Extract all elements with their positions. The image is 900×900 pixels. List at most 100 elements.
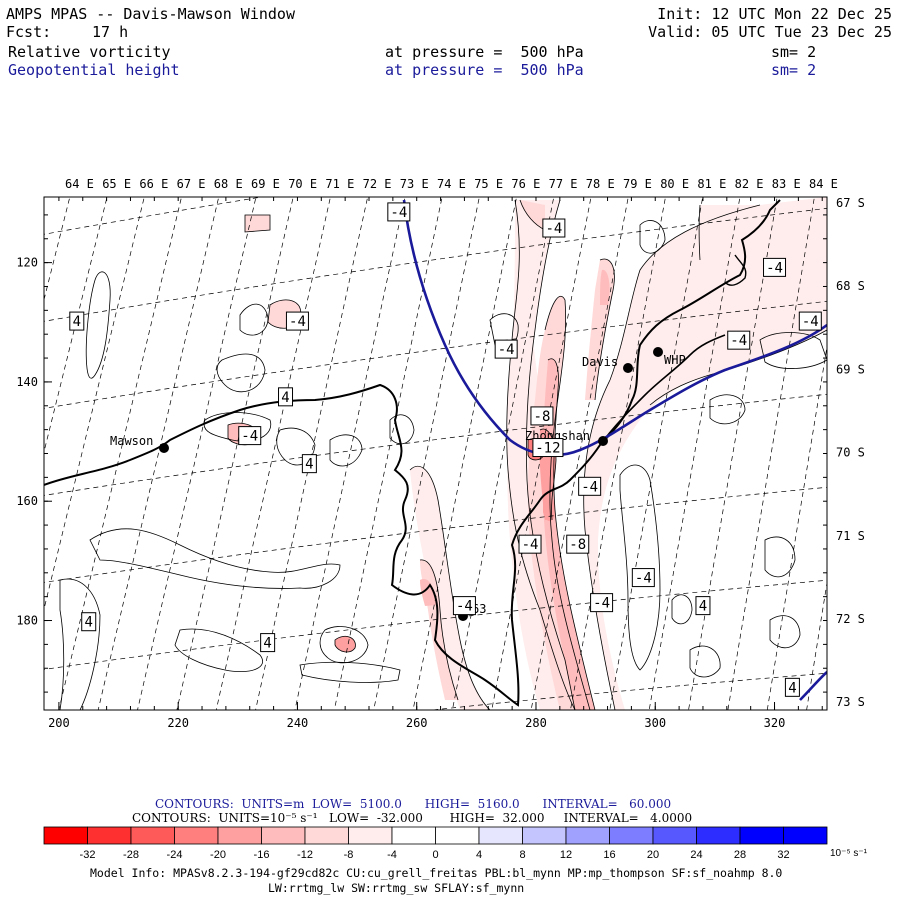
svg-text:-4: -4 [802, 314, 819, 330]
x-tick-label: 320 [764, 716, 786, 730]
svg-text:4: 4 [788, 680, 796, 696]
colorbar-label: 12 [560, 849, 572, 861]
contour-label: -8 [530, 406, 554, 426]
contour-label: -4 [763, 257, 787, 277]
colorbar-swatch [217, 826, 262, 845]
colorbar-swatch [43, 826, 88, 845]
geopotential-contour [402, 199, 827, 457]
svg-text:4: 4 [263, 636, 271, 652]
colorbar-swatch [391, 826, 436, 845]
colorbar-label: 20 [647, 849, 659, 861]
colorbar-swatch [261, 826, 306, 845]
longitude-labels: 64 E 65 E 66 E 67 E 68 E 69 E 70 E 71 E 72 E 73 E… [65, 177, 838, 191]
x-tick-label: 200 [48, 716, 70, 730]
x-tick-label: 280 [525, 716, 547, 730]
contour-label: -4 [518, 534, 542, 554]
svg-text:-8: -8 [569, 537, 586, 553]
lon-label: 83 E [772, 177, 801, 191]
svg-text:-4: -4 [289, 314, 306, 330]
contour-label: -4 [631, 568, 655, 588]
contour-label: -4 [727, 330, 751, 350]
x-tick-label: 240 [287, 716, 309, 730]
field1-smooth: sm= 2 [771, 43, 817, 61]
latitude-labels: 67 S 68 S 69 S 70 S 71 S 72 S 73 S [836, 196, 865, 709]
contour-label: -4 [542, 218, 566, 238]
model-info-line2: LW:rrtmg_lw SW:rrtmg_sw SFLAY:sf_mynn [268, 881, 525, 895]
colorbar-swatch [783, 826, 828, 845]
contour-label: 4 [784, 677, 800, 697]
lon-label: 77 E [549, 177, 578, 191]
colorbar-swatch [304, 826, 349, 845]
colorbar-label: -8 [344, 849, 354, 861]
height-contour-info: CONTOURS: UNITS=m LOW= 5100.0 HIGH= 5160… [155, 797, 672, 811]
svg-text:4: 4 [73, 314, 81, 330]
svg-text:-4: -4 [581, 479, 598, 495]
init-time: Init: 12 UTC Mon 22 Dec 25 [657, 5, 892, 23]
contour-label: -4 [285, 311, 309, 331]
field2-smooth: sm= 2 [771, 61, 817, 79]
lon-label: 84 E [809, 177, 838, 191]
svg-text:4: 4 [305, 457, 313, 473]
lon-label: 68 E [214, 177, 243, 191]
lat-label: 73 S [836, 695, 865, 709]
colorbar-swatch [696, 826, 741, 845]
lat-label: 68 S [836, 279, 865, 293]
colorbar-label: -28 [123, 849, 139, 861]
colorbar-label: -16 [254, 849, 270, 861]
lon-label: 73 E [400, 177, 429, 191]
colorbar-label: 32 [777, 849, 789, 861]
colorbar-swatch [522, 826, 567, 845]
lon-label: 72 E [363, 177, 392, 191]
svg-text:-4: -4 [241, 429, 258, 445]
y-tick-label: 180 [16, 614, 38, 628]
contour-label: 4 [69, 311, 85, 331]
svg-text:-12: -12 [535, 441, 560, 457]
colorbar-unit: 10⁻⁵ s⁻¹ [830, 848, 868, 859]
colorbar-label: 24 [690, 849, 702, 861]
coastline-ice-shelf [599, 334, 726, 446]
station-whp: WHP [664, 353, 686, 367]
y-axis: 120 140 160 180 [16, 214, 827, 693]
y-tick-label: 140 [16, 375, 38, 389]
lon-label: 66 E [139, 177, 168, 191]
contour-label: -4 [798, 311, 822, 331]
forecast-hour: 17 h [92, 23, 129, 41]
contour-label: 4 [260, 633, 276, 653]
x-tick-label: 300 [644, 716, 666, 730]
lon-label: 79 E [623, 177, 652, 191]
svg-text:-4: -4 [498, 342, 515, 358]
svg-text:-4: -4 [730, 333, 747, 349]
lon-label: 78 E [586, 177, 615, 191]
colorbar-label: 16 [603, 849, 615, 861]
colorbar: -32 -28 -24 -20 -16 -12 -8 -4 0 4 8 12 16 20 24 28 32 10⁻… [43, 826, 868, 861]
contour-label: -4 [494, 339, 518, 359]
svg-text:-4: -4 [635, 571, 652, 587]
y-tick-label: 120 [16, 256, 38, 270]
svg-text:-4: -4 [593, 596, 610, 612]
svg-text:-8: -8 [534, 409, 551, 425]
svg-text:-4: -4 [522, 537, 539, 553]
svg-text:-4: -4 [456, 599, 473, 615]
colorbar-swatch [87, 826, 132, 845]
x-tick-label: 220 [167, 716, 189, 730]
colorbar-swatch [565, 826, 610, 845]
svg-text:4: 4 [85, 615, 93, 631]
contour-label: 4 [278, 387, 294, 407]
contour-labels: -4 -4 -4 4 -4 -4 -4 -4 4 -8 -4 -12 4 -4 -4 -8 -4 -4 -4 4 4 4 4 [69, 202, 822, 697]
vorticity-contour-info: CONTOURS: UNITS=10⁻⁵ s⁻¹ LOW= -32.000 HI… [132, 811, 693, 825]
colorbar-label: -24 [167, 849, 183, 861]
lat-label: 72 S [836, 612, 865, 626]
lon-label: 74 E [437, 177, 466, 191]
contour-label: -8 [566, 534, 590, 554]
svg-text:-4: -4 [766, 260, 783, 276]
field2-name: Geopotential height [8, 61, 180, 79]
x-tick-label: 260 [406, 716, 428, 730]
lat-label: 67 S [836, 196, 865, 210]
colorbar-swatch [652, 826, 697, 845]
lon-label: 67 E [177, 177, 206, 191]
contour-label: -4 [452, 596, 476, 616]
svg-text:4: 4 [699, 599, 707, 615]
lon-label: 69 E [251, 177, 280, 191]
colorbar-label: -20 [210, 849, 226, 861]
